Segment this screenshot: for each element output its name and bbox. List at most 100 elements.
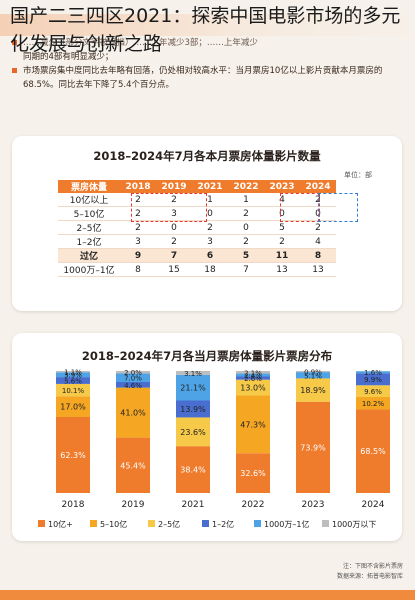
column-header: 2021 [192,180,228,193]
bar-segment [116,371,150,374]
legend-swatch [202,520,209,527]
table-cell: 7 [228,262,264,277]
row-label: 1000万–1亿 [58,262,120,277]
table-header-row: 票房体量 2018 2019 2021 2022 2023 2024 [58,180,336,193]
bar-segment [116,373,150,382]
bar-segment [236,373,270,377]
bar-segment [356,385,390,397]
table-cell: 2 [156,234,192,249]
highlight-box-red [131,193,207,222]
data-label: 1.6% [364,369,382,377]
table-row: 1–2亿 3 2 3 2 2 4 [58,234,336,249]
box-office-card: 2018–2024年7月各当月票房体量影片票房分布 62.3% 17.0% 10.1… [12,333,402,541]
highlight-box-blue [318,193,358,222]
legend-label: 10亿+ [48,519,73,529]
legend-label: 1000万–1亿 [264,519,309,529]
data-label: 73.9% [300,443,326,452]
data-label: 2.6% [244,375,262,383]
row-label: 5–10亿 [58,206,120,221]
table-cell: 2 [120,220,156,235]
film-count-table: 票房体量 2018 2019 2021 2022 2023 2024 10亿以上 2 2 1 1 4 2 5… [58,180,336,277]
table-cell: 15 [156,262,192,277]
stacked-bar-chart: 62.3% 17.0% 10.1%5.6%3.9%1.1% 2018 45.4% 41.0… [38,369,390,529]
data-label: 68.5% [360,447,386,456]
column-header: 2023 [264,180,300,193]
legend-swatch [90,520,97,527]
table-cell: 2 [228,234,264,249]
table-cell: 5 [228,248,264,263]
table-row: 10亿以上 2 2 1 1 4 2 [58,193,336,207]
bar-segment [116,437,150,493]
data-label: 17.0% [60,403,86,412]
data-label: 32.6% [240,469,266,478]
bar-segment [116,381,150,388]
legend-label: 5–10亿 [100,519,127,529]
table-cell: 7 [156,248,192,263]
row-label: 过亿 [58,248,120,263]
table-cell: 13 [264,262,300,277]
data-label: 45.4% [120,461,146,470]
legend-swatch [38,520,45,527]
footnote: 注：下图不含影片票房 数据来源：拓普电影智库 [337,562,403,582]
data-label: 21.1% [180,384,206,393]
x-tick-label: 2024 [362,500,385,510]
table-cell: 4 [300,234,336,249]
row-label: 1–2亿 [58,234,120,249]
table-title: 2018–2024年7月各本月票房体量影片数量 [93,149,321,163]
bar-segment [296,372,330,379]
table-row: 5–10亿 2 3 0 2 0 0 [58,206,336,221]
data-label: 0.9% [304,369,322,377]
bar-segment [176,417,210,447]
data-label: 10.1% [62,387,85,395]
overlay-title: 国产二三四区2021：探索中国电影市场的多元化发展与创新之路 [10,5,401,55]
legend-label: 1000万以下 [332,520,376,529]
table-cell: 3 [120,234,156,249]
data-label: 9.9% [364,376,382,384]
bar-segment [116,387,150,438]
film-count-card: 2018–2024年7月各本月票房体量影片数量 单位：部 票房体量 2018 201… [12,136,402,311]
table-row: 过亿 9 7 6 5 11 8 [58,248,336,263]
header-band [0,14,415,36]
bullet-square-icon [12,68,17,73]
chart-title: 2018–2024年7月各当月票房体量影片票房分布 [81,349,333,363]
data-label: 5.1% [304,372,322,380]
table-cell: 3 [156,206,192,221]
bar-segment [236,453,270,493]
table-cell: 1 [228,193,264,207]
data-label: 23.6% [180,428,206,437]
table-cell: 8 [300,248,336,263]
table-cell: 1 [192,193,228,207]
table-cell: 2 [120,193,156,207]
x-tick-label: 2021 [182,500,205,510]
bar-segment [356,371,390,374]
x-tick-label: 2018 [62,500,85,510]
data-label: 47.3% [240,420,266,429]
footnote-source: 数据来源：拓普电影智库 [336,573,403,580]
table-cell: 18 [192,262,228,277]
bar-segment [236,376,270,380]
bullet-square-icon [12,40,17,45]
table-cell: 13 [300,262,336,277]
bar-segment [176,374,210,401]
data-label: 41.0% [120,409,146,418]
bar-segment [176,446,210,493]
data-label: 62.3% [60,451,86,460]
bar-segment [356,373,390,386]
column-header: 票房体量 [58,180,120,193]
table-cell: 2 [192,220,228,235]
legend-swatch [254,520,261,527]
x-tick-label: 2019 [122,500,145,510]
x-tick-label: 2023 [302,500,325,510]
legend-swatch [148,520,155,527]
table-cell: 6 [192,248,228,263]
legend-label: 2–5亿 [158,519,180,529]
bar-segment [56,396,90,417]
column-header: 2024 [300,180,336,193]
column-header: 2018 [120,180,156,193]
table-cell: 0 [192,206,228,221]
bar-segment [356,396,390,410]
row-label: 10亿以上 [58,193,120,207]
table-row: 1000万–1亿 8 15 18 7 13 13 [58,262,336,277]
table-cell: 0 [228,220,264,235]
column-header: 2019 [156,180,192,193]
